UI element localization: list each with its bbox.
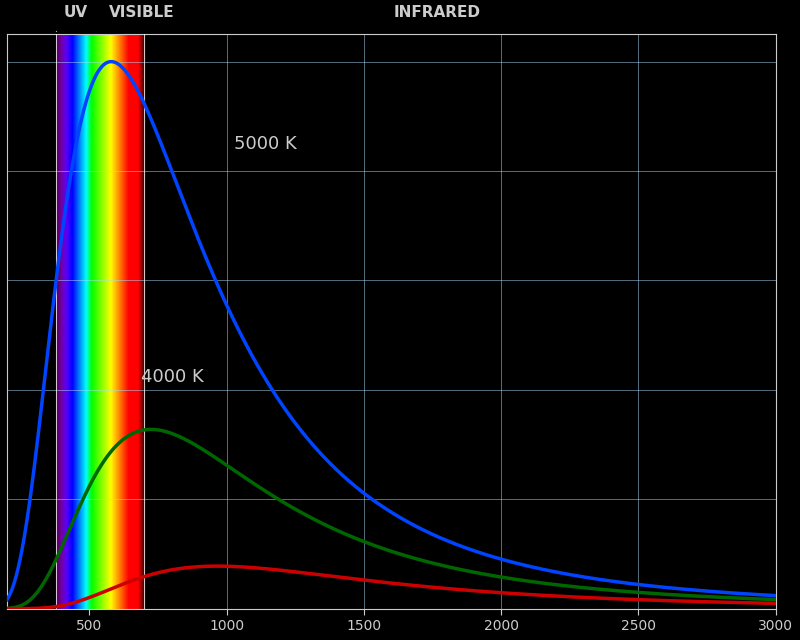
Text: 5000 K: 5000 K — [234, 135, 297, 153]
Text: 4000 K: 4000 K — [142, 368, 204, 386]
Text: UV: UV — [64, 5, 88, 20]
Text: INFRARED: INFRARED — [394, 5, 481, 20]
Text: VISIBLE: VISIBLE — [109, 5, 174, 20]
